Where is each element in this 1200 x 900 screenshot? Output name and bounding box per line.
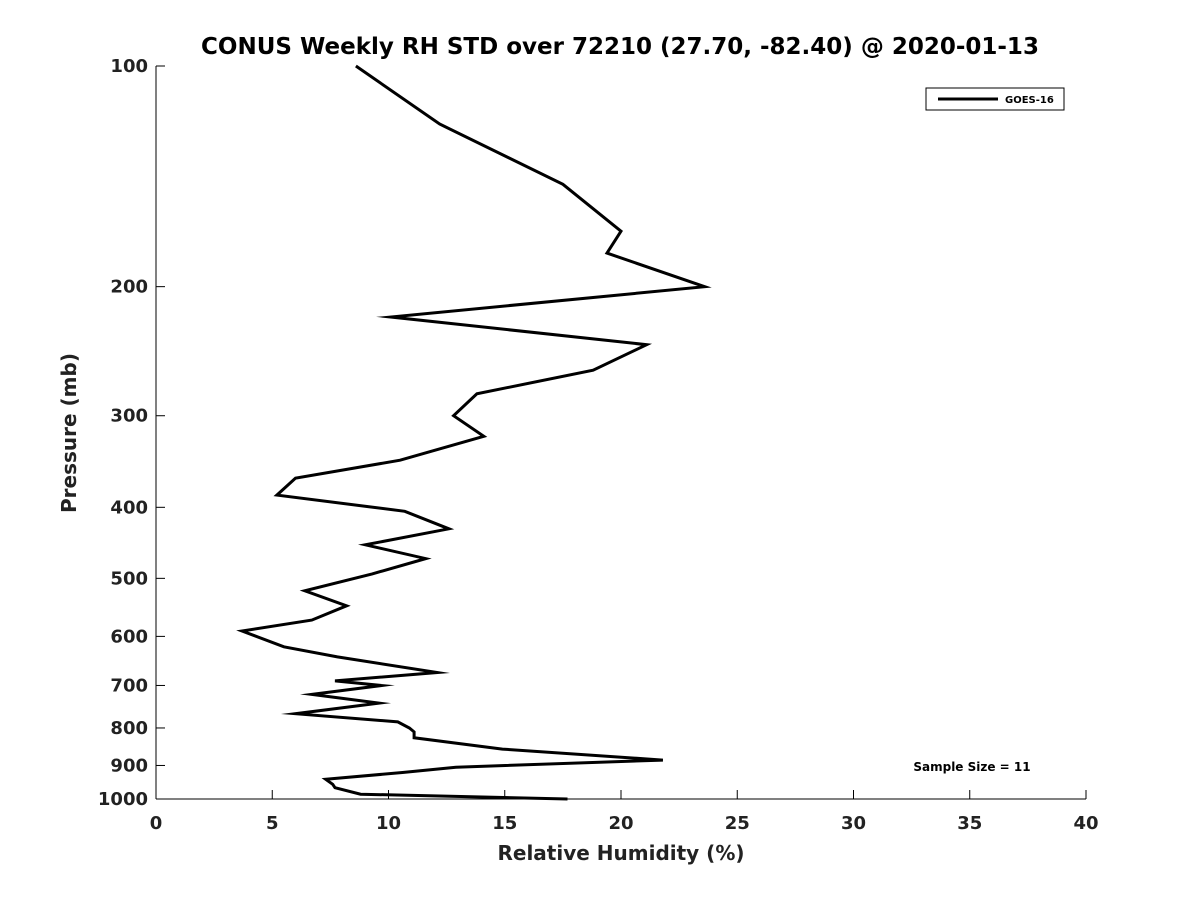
series-group — [236, 64, 712, 801]
legend: GOES-16 — [925, 87, 1065, 111]
x-tick-label: 25 — [725, 813, 750, 834]
x-axis-label: Relative Humidity (%) — [497, 841, 744, 865]
chart-title: CONUS Weekly RH STD over 72210 (27.70, -… — [201, 34, 1039, 60]
y-tick-label: 800 — [110, 718, 148, 739]
x-tick-label: 30 — [841, 813, 866, 834]
x-tick-label: 20 — [608, 813, 633, 834]
y-tick-label: 900 — [110, 755, 148, 776]
x-tick-label: 0 — [150, 813, 163, 834]
y-axis-label: Pressure (mb) — [57, 353, 81, 513]
y-tick-label: 200 — [110, 277, 148, 298]
sample-size-annotation: Sample Size = 11 — [913, 760, 1030, 774]
x-tick-label: 15 — [492, 813, 517, 834]
legend-label-goes-16: GOES-16 — [1005, 95, 1054, 106]
series-line-goes-16 — [236, 64, 712, 801]
y-tick-label: 300 — [110, 406, 148, 427]
x-tick-label: 5 — [266, 813, 279, 834]
y-tick-label: 600 — [110, 626, 148, 647]
x-ticks: 0 5 10 15 20 25 30 35 40 — [150, 790, 1099, 834]
y-tick-label: 400 — [110, 497, 148, 518]
x-tick-label: 40 — [1073, 813, 1098, 834]
y-tick-label: 1000 — [98, 789, 148, 810]
x-tick-label: 10 — [376, 813, 401, 834]
y-ticks: 100 200 300 400 500 600 700 800 900 1000 — [98, 56, 165, 810]
y-tick-label: 700 — [110, 675, 148, 696]
x-tick-label: 35 — [957, 813, 982, 834]
y-tick-label: 100 — [110, 56, 148, 77]
y-tick-label: 500 — [110, 568, 148, 589]
